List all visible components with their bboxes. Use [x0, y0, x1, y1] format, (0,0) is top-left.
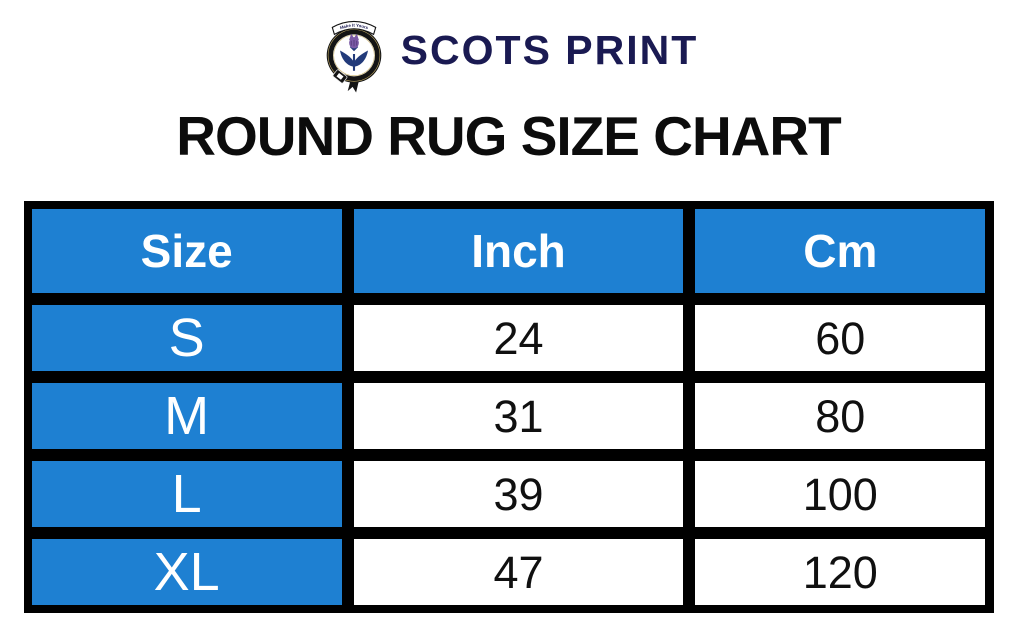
page-title: ROUND RUG SIZE CHART	[176, 105, 841, 167]
size-cell-s: S	[31, 305, 342, 371]
thistle-icon	[339, 33, 368, 71]
cm-cell-l: 100	[695, 461, 986, 527]
inch-cell-xl: 47	[353, 539, 684, 605]
brand-name: SCOTS PRINT	[400, 26, 699, 73]
cm-cell-s: 60	[695, 305, 986, 371]
tagline-banner: Make It Yours	[331, 20, 377, 36]
belt-buckle	[332, 69, 348, 84]
cm-cell-m: 80	[695, 383, 986, 449]
tagline-text: Make It Yours	[339, 23, 369, 31]
inch-cell-m: 31	[353, 383, 684, 449]
brand-header: Make It Yours SCOTS PRINT	[0, 0, 1017, 97]
size-cell-m: M	[31, 383, 342, 449]
inch-cell-l: 39	[353, 461, 684, 527]
size-cell-xl: XL	[31, 539, 342, 605]
scots-print-crest-logo: Make It Yours	[326, 20, 381, 93]
header-cell-size: Size	[31, 209, 342, 293]
size-cell-l: L	[31, 461, 342, 527]
header-cell-inch: Inch	[353, 209, 684, 293]
cm-cell-xl: 120	[695, 539, 986, 605]
header-cell-cm: Cm	[695, 209, 986, 293]
inch-cell-s: 24	[353, 305, 684, 371]
size-chart-table: Size Inch Cm S 24 60 M 31 80 L 39 100 XL…	[23, 201, 994, 613]
